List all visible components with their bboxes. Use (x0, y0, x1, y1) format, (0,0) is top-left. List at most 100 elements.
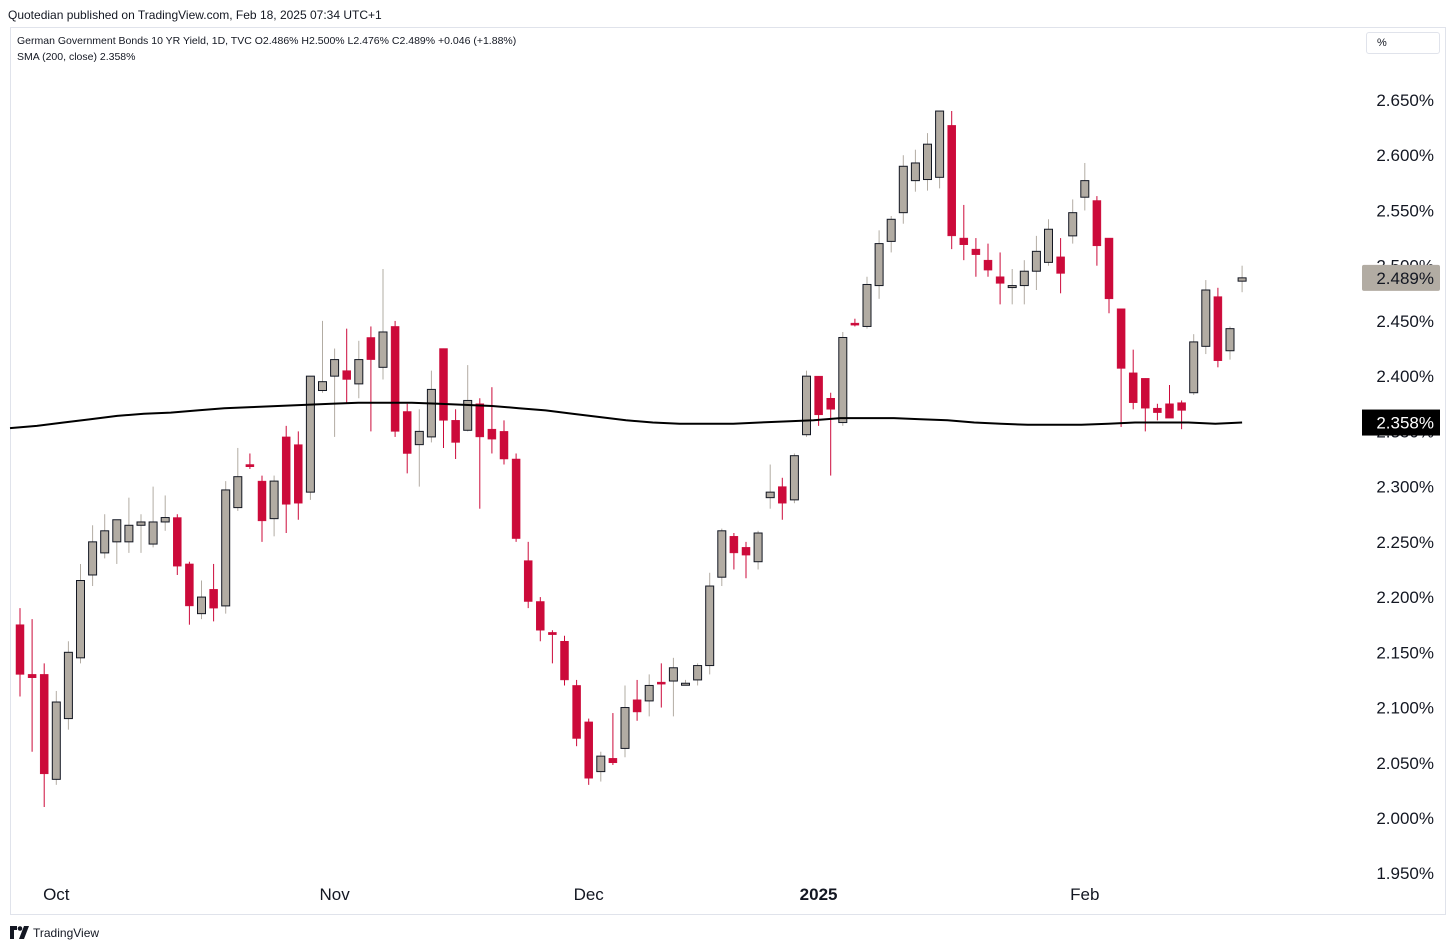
candle-body (88, 541, 98, 576)
candle (51, 690, 61, 785)
candle-body (1031, 250, 1041, 272)
svg-text:2.489%: 2.489% (1376, 269, 1434, 288)
candle-body (789, 455, 799, 501)
candle (1080, 162, 1090, 211)
candle-body (1104, 237, 1114, 300)
candle (923, 133, 932, 191)
candle (632, 679, 642, 721)
y-tick-label: 2.400% (1376, 367, 1434, 386)
candle-body (1128, 372, 1138, 403)
candle-body (451, 420, 460, 443)
sma-200-line (9, 401, 1243, 430)
candle-body (305, 375, 315, 493)
candle-body (233, 476, 243, 509)
candle (886, 215, 896, 253)
candle (729, 533, 739, 570)
candle (608, 713, 618, 765)
candle-body (874, 243, 884, 287)
candle-body (536, 601, 545, 631)
candle-body (136, 521, 146, 526)
candle (475, 398, 485, 509)
candle-body (1177, 402, 1186, 411)
candle-body (209, 589, 218, 609)
candle (148, 486, 158, 548)
candle-body (148, 521, 158, 545)
candle-body (1141, 378, 1150, 409)
candle (657, 663, 666, 708)
candle-body (1165, 403, 1174, 419)
candle-body (1044, 228, 1053, 263)
candle (463, 365, 473, 432)
candle (88, 525, 98, 587)
candle-body (862, 283, 872, 327)
candle (959, 204, 969, 261)
candle-body (1153, 407, 1162, 413)
candle (269, 475, 279, 537)
candle (862, 276, 872, 329)
candle-body (1080, 180, 1090, 198)
candle (426, 370, 436, 443)
candles-layer (15, 110, 1247, 807)
candle-body (439, 348, 448, 421)
candle (185, 561, 194, 625)
price-labels: 2.489% 2.358% (1362, 264, 1440, 436)
candle (644, 674, 654, 717)
candle (136, 514, 146, 553)
candle-body (318, 381, 327, 392)
candle-body (426, 388, 436, 438)
candle (850, 318, 860, 327)
candle (548, 630, 557, 664)
candle-body (27, 674, 37, 678)
candle-body (487, 428, 497, 440)
candle (560, 635, 569, 686)
candle-body (185, 563, 194, 607)
candle (281, 425, 291, 534)
candle-body (971, 248, 981, 255)
candle-body (1019, 270, 1029, 287)
candle-body (814, 375, 823, 416)
candle-body (572, 685, 581, 739)
legend-sma-line[interactable]: SMA (200, close) 2.358% (17, 51, 136, 63)
svg-text:2.358%: 2.358% (1376, 414, 1434, 433)
candle-body (76, 580, 85, 659)
candle-body (778, 486, 787, 504)
candle (76, 563, 85, 664)
candle (402, 403, 412, 474)
candle (1044, 219, 1053, 266)
unit-selector[interactable]: % (1366, 32, 1440, 54)
candle-body (160, 517, 170, 523)
candle (390, 320, 400, 437)
legend-symbol-line[interactable]: German Government Bonds 10 YR Yield, 1D,… (17, 35, 517, 47)
chart-frame (10, 27, 1446, 915)
candle (1056, 238, 1065, 294)
candle (1092, 196, 1102, 266)
candle-body (741, 547, 751, 556)
y-tick-label: 2.200% (1376, 588, 1434, 607)
candle (294, 431, 303, 520)
y-axis: 2.650%2.600%2.550%2.500%2.450%2.400%2.35… (1376, 91, 1434, 883)
candle (342, 328, 351, 404)
y-tick-label: 2.050% (1376, 754, 1434, 773)
candle (209, 563, 218, 622)
y-tick-label: 2.450% (1376, 312, 1434, 331)
candle-body (850, 322, 860, 326)
candle (366, 326, 376, 432)
candle (27, 619, 37, 752)
x-tick-label: Feb (1070, 885, 1099, 904)
candle (826, 392, 835, 476)
candle (160, 495, 170, 531)
candle (15, 608, 25, 697)
footer-brand[interactable]: TradingView (10, 926, 99, 940)
candle-body (1068, 212, 1078, 237)
candle-body (354, 359, 364, 385)
candle (681, 679, 690, 686)
candle-body (124, 524, 134, 543)
candle-body (342, 370, 351, 380)
candle (971, 238, 981, 277)
candle-body (1092, 200, 1102, 247)
candle (717, 528, 727, 587)
y-tick-label: 2.550% (1376, 201, 1434, 220)
candle (511, 453, 521, 542)
candle-body (511, 458, 521, 539)
